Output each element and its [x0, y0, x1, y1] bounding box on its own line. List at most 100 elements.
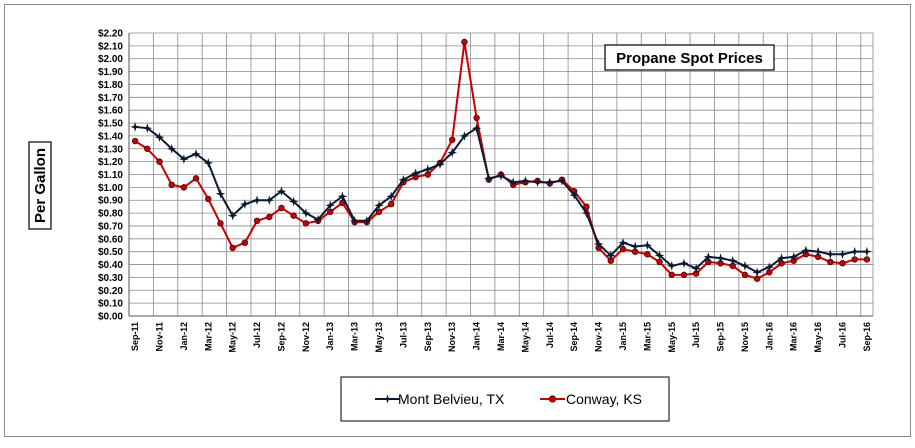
- y-tick-label: $0.50: [98, 247, 123, 258]
- y-tick-label: $1.60: [98, 106, 123, 117]
- data-point-mont-belvieu: [337, 191, 348, 202]
- x-tick-label: May-13: [374, 322, 384, 353]
- y-tick-label: $0.10: [98, 299, 123, 310]
- x-tick-label: Jul-13: [398, 322, 408, 348]
- data-point-mont-belvieu: [740, 261, 750, 271]
- data-point-mont-belvieu: [581, 208, 592, 218]
- data-point-mont-belvieu: [276, 186, 287, 197]
- data-point-conway: [290, 212, 297, 219]
- data-point-mont-belvieu: [508, 177, 519, 188]
- data-point-conway: [680, 271, 688, 279]
- data-point-mont-belvieu: [520, 176, 531, 186]
- legend-label-mont-belvieu: Mont Belvieu, TX: [398, 391, 505, 407]
- data-point-mont-belvieu: [374, 200, 384, 211]
- x-tick-label: Sep-13: [423, 322, 433, 352]
- legend-circle-marker: [548, 395, 557, 403]
- data-point-mont-belvieu: [764, 262, 775, 272]
- data-point-mont-belvieu: [386, 191, 397, 202]
- data-point-conway: [461, 38, 468, 46]
- data-point-conway: [644, 251, 651, 258]
- data-point-conway: [851, 256, 858, 263]
- data-point-mont-belvieu: [557, 176, 567, 186]
- data-point-mont-belvieu: [703, 252, 714, 262]
- data-point-mont-belvieu: [313, 214, 323, 225]
- data-point-mont-belvieu: [288, 196, 299, 207]
- chart-title: Propane Spot Prices: [616, 50, 763, 67]
- x-tick-label: May-12: [228, 322, 238, 353]
- data-point-conway: [863, 256, 871, 263]
- x-tick-label: Jan-12: [179, 322, 189, 351]
- data-point-mont-belvieu: [301, 208, 311, 218]
- x-tick-label: Sep-16: [862, 322, 872, 352]
- y-tick-label: $0.20: [98, 286, 123, 297]
- data-point-mont-belvieu: [605, 250, 616, 261]
- y-tick-label: $2.10: [98, 41, 123, 52]
- data-point-conway: [241, 239, 249, 246]
- data-point-mont-belvieu: [618, 237, 628, 248]
- y-tick-label: $0.00: [98, 312, 123, 323]
- data-point-mont-belvieu: [142, 123, 153, 134]
- data-point-mont-belvieu: [801, 245, 811, 256]
- x-tick-label: Nov-14: [594, 322, 604, 352]
- data-point-conway: [131, 137, 139, 145]
- x-tick-label: May-14: [520, 322, 530, 353]
- chart-title-box: Propane Spot Prices: [604, 44, 775, 71]
- data-point-mont-belvieu: [362, 215, 372, 226]
- data-point-mont-belvieu: [593, 239, 604, 249]
- y-tick-label: $0.80: [98, 209, 123, 220]
- data-point-mont-belvieu: [240, 199, 250, 209]
- x-tick-label: Jan-13: [325, 322, 335, 351]
- y-tick-label: $1.40: [98, 131, 123, 142]
- y-tick-label: $1.80: [98, 80, 123, 91]
- x-tick-label: Mar-12: [203, 322, 213, 351]
- data-point-conway: [192, 175, 200, 182]
- data-point-mont-belvieu: [544, 177, 555, 188]
- y-tick-label: $2.20: [98, 29, 123, 40]
- legend-item-conway: Conway, KS: [540, 391, 642, 407]
- data-point-conway: [205, 195, 212, 203]
- x-tick-label: Nov-12: [301, 322, 311, 352]
- x-tick-label: Jul-12: [252, 322, 262, 348]
- y-tick-label: $1.20: [98, 157, 123, 168]
- data-point-mont-belvieu: [130, 122, 140, 132]
- data-point-conway: [217, 220, 224, 227]
- x-tick-label: Nov-11: [154, 322, 164, 352]
- data-point-mont-belvieu: [496, 170, 506, 181]
- data-point-mont-belvieu: [227, 210, 238, 221]
- data-point-conway: [449, 136, 456, 143]
- x-tick-label: May-16: [813, 322, 823, 353]
- data-point-mont-belvieu: [691, 263, 701, 274]
- plot-area: $0.00 $0.10 $0.20 $0.30 $0.40 $0.50 $0.60 $0.70…: [98, 29, 874, 353]
- x-tick-label: Sep-12: [276, 322, 286, 352]
- data-point-mont-belvieu: [215, 188, 226, 199]
- y-tick-label: $0.30: [98, 273, 123, 284]
- data-point-conway: [278, 204, 285, 212]
- y-axis-label: Per Gallon: [32, 148, 49, 223]
- data-point-conway: [388, 200, 395, 208]
- x-tick-label: Jan-16: [764, 322, 774, 351]
- legend-label-conway: Conway, KS: [566, 391, 642, 407]
- y-tick-label: $1.90: [98, 67, 123, 78]
- x-tick-label: Mar-14: [496, 322, 506, 351]
- x-tick-label: Nov-15: [740, 322, 750, 352]
- data-point-mont-belvieu: [776, 253, 787, 263]
- data-point-mont-belvieu: [825, 249, 836, 260]
- data-point-mont-belvieu: [435, 159, 445, 170]
- y-tick-label: $2.00: [98, 54, 123, 65]
- data-point-conway: [180, 184, 188, 191]
- x-tick-label: Mar-16: [789, 322, 799, 351]
- data-point-conway: [839, 260, 846, 267]
- data-point-mont-belvieu: [837, 249, 848, 260]
- data-point-mont-belvieu: [398, 174, 409, 185]
- data-point-mont-belvieu: [471, 123, 482, 134]
- y-axis-label-box: Per Gallon: [28, 141, 52, 230]
- data-point-mont-belvieu: [349, 215, 360, 226]
- data-point-mont-belvieu: [788, 252, 799, 262]
- x-tick-label: Mar-13: [350, 322, 360, 351]
- data-point-conway: [144, 145, 151, 152]
- data-point-conway: [253, 217, 261, 225]
- data-point-mont-belvieu: [252, 195, 262, 206]
- data-point-mont-belvieu: [191, 149, 201, 159]
- x-tick-label: Jul-16: [838, 322, 848, 348]
